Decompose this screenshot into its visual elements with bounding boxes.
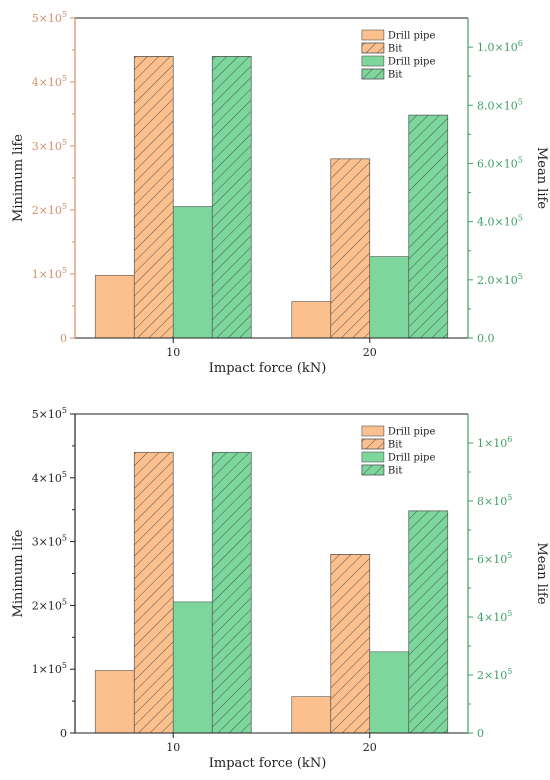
bar-drill-pipe-left-10	[94, 274, 135, 339]
right-tick-label-1: 2×105	[477, 667, 512, 682]
legend-swatch-hatch-1	[361, 42, 385, 54]
left-tick-label-5: 5×105	[32, 10, 67, 25]
legend-swatch-2	[361, 451, 385, 463]
bar-hatch-left-10	[133, 56, 174, 339]
x-tick-label-20: 20	[363, 346, 377, 359]
legend-label-2: Drill pipe	[388, 57, 436, 68]
bar-drill-pipe-left-10	[94, 670, 135, 734]
legend-label-2: Drill pipe	[388, 453, 436, 464]
legend-label-0: Drill pipe	[388, 427, 436, 438]
legend-label-0: Drill pipe	[388, 31, 436, 42]
legend-label-1: Bit	[388, 440, 403, 451]
bar-hatch-right-20	[408, 114, 449, 339]
left-tick-label-0: 0	[60, 332, 67, 345]
legend-label-3: Bit	[388, 466, 403, 477]
right-axis-title: Mean life	[534, 542, 549, 604]
left-tick-label-5: 5×105	[32, 406, 67, 421]
bar-hatch-left-10	[133, 451, 174, 734]
left-tick-label-1: 1×105	[32, 266, 67, 281]
left-axis-title: Minimum life	[11, 529, 26, 617]
legend-swatch-hatch-1	[361, 438, 385, 450]
left-tick-label-3: 3×105	[32, 534, 67, 549]
bar-hatch-left-20	[330, 158, 371, 339]
right-tick-label-4: 8.0×105	[477, 97, 523, 112]
right-tick-label-4: 8×105	[477, 493, 512, 508]
right-tick-label-1: 2.0×105	[477, 272, 523, 287]
left-axis-title: Minimum life	[11, 134, 26, 222]
bar-drill-pipe-left-20	[291, 301, 332, 339]
bar-hatch-right-10	[211, 451, 252, 734]
legend-label-3: Bit	[388, 70, 403, 81]
right-tick-label-3: 6×105	[477, 551, 512, 566]
left-tick-label-0: 0	[60, 727, 67, 740]
chart-panel-2: 0 1×105 2×105 3×105 4×105 5×105 0 2×105 4×105 6×1…	[11, 406, 549, 771]
x-axis-title: Impact force (kN)	[209, 361, 327, 376]
legend-swatch-0	[361, 29, 385, 41]
left-tick-label-2: 2×105	[32, 202, 67, 217]
right-axis-title: Mean life	[534, 147, 549, 209]
left-tick-label-3: 3×105	[32, 138, 67, 153]
right-tick-label-3: 6.0×105	[477, 155, 523, 170]
legend-swatch-hatch-3	[361, 464, 385, 476]
x-axis-title: Impact force (kN)	[209, 756, 327, 771]
right-tick-label-2: 4×105	[477, 609, 512, 624]
right-tick-label-2: 4.0×105	[477, 214, 523, 229]
bar-hatch-right-10	[211, 56, 252, 339]
bar-drill-pipe-right-10	[172, 206, 213, 339]
bar-hatch-left-20	[330, 554, 371, 734]
chart-panel-1: 0 1×105 2×105 3×105 4×105 5×105 0.0 2.0×105 4.0×…	[11, 10, 549, 376]
legend: Drill pipe Bit Drill pipe Bit	[361, 29, 436, 81]
legend-swatch-0	[361, 425, 385, 437]
right-tick-label-5: 1×106	[477, 435, 512, 450]
right-tick-label-5: 1.0×106	[477, 39, 523, 54]
bar-hatch-right-20	[408, 510, 449, 734]
x-tick-label-10: 10	[166, 741, 180, 754]
left-tick-label-4: 4×105	[32, 74, 67, 89]
left-tick-label-4: 4×105	[32, 470, 67, 485]
x-tick-label-10: 10	[166, 346, 180, 359]
x-tick-label-20: 20	[363, 741, 377, 754]
bar-drill-pipe-left-20	[291, 696, 332, 734]
left-tick-label-1: 1×105	[32, 661, 67, 676]
right-tick-label-0: 0.0	[477, 332, 495, 345]
legend-swatch-hatch-3	[361, 68, 385, 80]
legend: Drill pipe Bit Drill pipe Bit	[361, 425, 436, 477]
bar-drill-pipe-right-20	[369, 256, 410, 339]
right-tick-label-0: 0	[477, 727, 484, 740]
legend-label-1: Bit	[388, 44, 403, 55]
left-tick-label-2: 2×105	[32, 597, 67, 612]
bar-drill-pipe-right-20	[369, 651, 410, 734]
legend-swatch-2	[361, 55, 385, 67]
bar-drill-pipe-right-10	[172, 601, 213, 734]
